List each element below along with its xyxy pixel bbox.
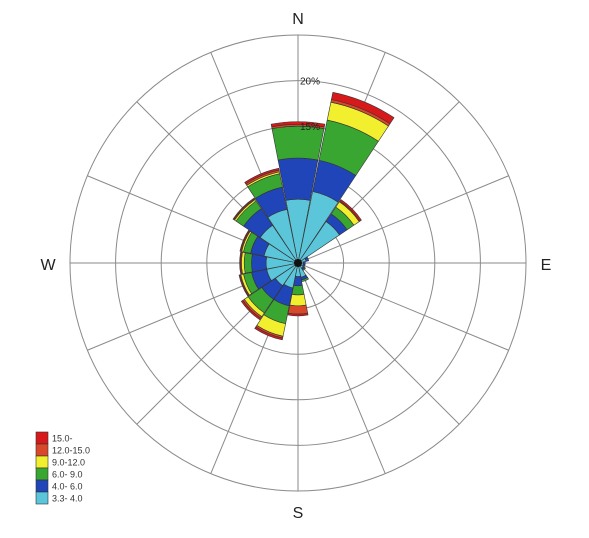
petal-s-bin-4 xyxy=(289,293,307,307)
petal-ssw-bin-6 xyxy=(254,326,284,341)
legend-label-3: 9.0-12.0 xyxy=(52,458,85,468)
axis-labels: N E S W xyxy=(40,11,551,522)
grid-spoke xyxy=(297,175,509,264)
legend-swatch-6 xyxy=(35,491,49,505)
legend-label-2: 12.0-15.0 xyxy=(52,446,90,456)
petal-wnw-bin-6 xyxy=(239,229,250,252)
petal-sw-bin-6 xyxy=(240,299,262,321)
compass-label-s: S xyxy=(293,505,304,522)
legend-label-6: 3.3- 4.0 xyxy=(52,494,83,504)
grid-spoke xyxy=(297,262,386,474)
legend-label-4: 6.0- 9.0 xyxy=(52,470,83,480)
legend-swatch-4 xyxy=(35,467,49,481)
legend-swatch-3 xyxy=(35,455,49,469)
petal-s-bin-6 xyxy=(287,312,309,317)
center-dot xyxy=(294,259,302,267)
petal-nw-bin-6 xyxy=(232,197,256,221)
petal-s-bin-5 xyxy=(287,304,309,315)
ring-labels: 15% 20% xyxy=(300,77,320,134)
petal-n-bin-6 xyxy=(270,121,326,128)
petal-nne-bin-6 xyxy=(331,91,395,125)
petal-nnw-bin-6 xyxy=(244,167,280,185)
petal-s-bin-3 xyxy=(291,285,305,296)
compass-label-w: W xyxy=(40,257,56,274)
grid-spoke xyxy=(297,262,460,425)
compass-label-n: N xyxy=(292,11,304,28)
petal-w-bin-2 xyxy=(251,253,268,273)
legend: 15.0- 12.0-15.0 9.0-12.0 6.0- 9.0 4.0- 6.0 3.… xyxy=(35,431,90,505)
legend-swatch-2 xyxy=(35,443,49,457)
ring-label-15: 15% xyxy=(300,122,320,133)
wind-petals xyxy=(232,91,395,341)
petal-wsw-bin-6 xyxy=(238,274,249,297)
legend-label-5: 4.0- 6.0 xyxy=(52,482,83,492)
compass-label-e: E xyxy=(541,257,552,274)
legend-label-1: 15.0- xyxy=(52,434,73,444)
petal-ne-bin-6 xyxy=(339,199,362,222)
grid-spoke xyxy=(297,262,509,351)
legend-swatch-1 xyxy=(35,431,49,445)
petal-w-bin-6 xyxy=(239,251,242,275)
legend-swatch-5 xyxy=(35,479,49,493)
petal-w-bin-3 xyxy=(243,252,253,274)
petal-ene-bin-2 xyxy=(304,256,310,262)
ring-label-20: 20% xyxy=(300,77,320,88)
